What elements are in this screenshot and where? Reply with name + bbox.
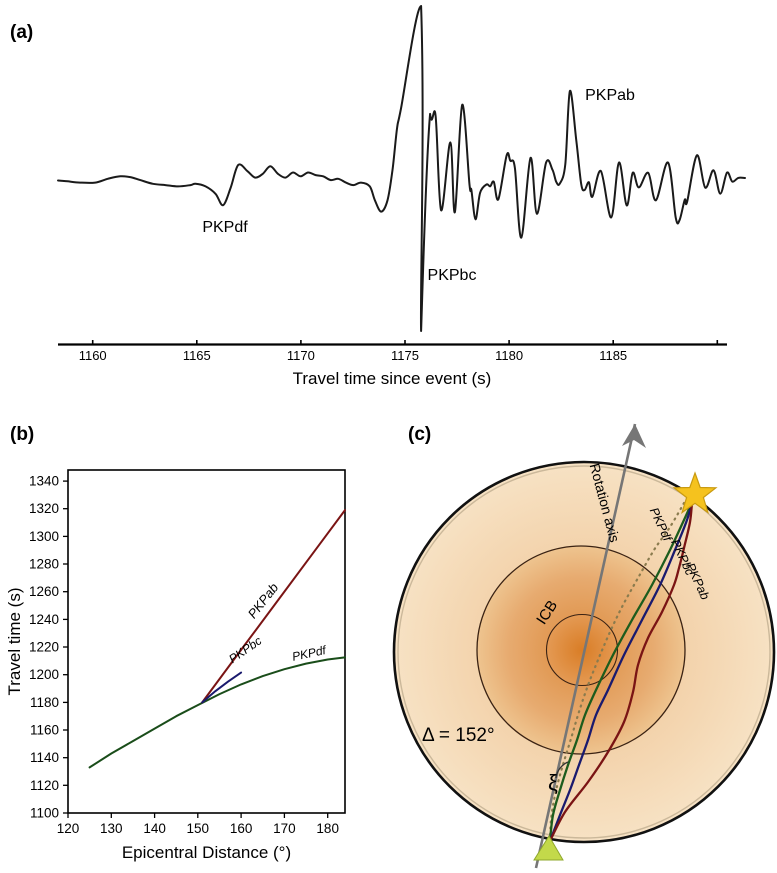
svg-text:1160: 1160 [30,723,59,738]
svg-text:1120: 1120 [30,778,59,793]
svg-text:PKPbc: PKPbc [226,634,264,667]
svg-text:150: 150 [187,821,210,836]
svg-text:Travel time (s): Travel time (s) [5,588,24,696]
svg-text:170: 170 [273,821,296,836]
svg-text:1320: 1320 [29,501,59,516]
svg-text:180: 180 [316,821,339,836]
svg-text:1140: 1140 [30,750,59,765]
svg-text:PKPab: PKPab [245,580,282,621]
svg-text:1200: 1200 [29,667,59,682]
svg-text:1340: 1340 [29,474,59,489]
svg-text:1100: 1100 [30,806,59,821]
svg-text:160: 160 [230,821,253,836]
svg-text:1260: 1260 [29,584,59,599]
svg-text:1300: 1300 [29,529,59,544]
svg-text:1240: 1240 [29,612,59,627]
svg-text:140: 140 [143,821,166,836]
svg-text:120: 120 [57,821,80,836]
svg-text:130: 130 [100,821,123,836]
svg-text:1280: 1280 [29,557,59,572]
svg-text:Epicentral Distance (°): Epicentral Distance (°) [122,843,291,862]
svg-text:1180: 1180 [30,695,59,710]
svg-text:1220: 1220 [29,640,59,655]
